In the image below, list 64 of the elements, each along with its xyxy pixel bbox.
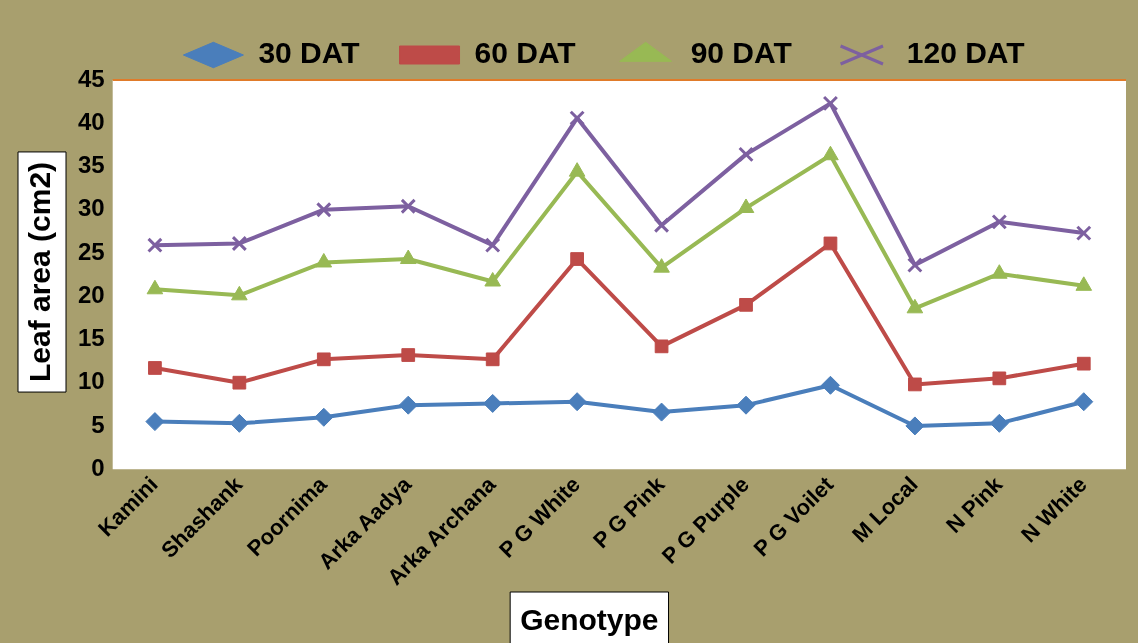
y-tick-label: 45 [77,64,105,92]
legend-label: 90 DAT [690,36,792,70]
point [315,201,332,218]
point [822,145,839,161]
point [484,272,501,287]
point [1075,276,1093,291]
point [569,110,585,126]
point [314,407,334,427]
x-axis-title: Genotype [520,603,659,637]
point [568,162,586,177]
point [399,249,417,265]
point [823,236,838,251]
point [398,395,418,415]
point [653,217,670,234]
legend-label: 120 DAT [906,36,1025,70]
y-tick-label: 5 [91,410,105,438]
point [739,297,753,312]
point [991,264,1008,279]
point [484,237,501,254]
point [570,252,584,266]
point [736,395,756,415]
y-tick-label: 40 [77,107,105,135]
y-tick-label: 10 [77,367,105,395]
point [1075,225,1092,241]
point [231,235,248,252]
y-tick-label: 20 [77,280,105,308]
point [147,237,163,254]
point [737,198,755,213]
point [905,416,925,436]
point [1076,356,1091,371]
point [992,371,1007,386]
point [231,285,248,301]
point [652,402,672,422]
point [1074,392,1094,412]
point [822,95,839,112]
point [820,375,840,395]
point [738,146,754,163]
point [146,279,164,295]
y-axis-title: Leaf area (cm2) [23,161,57,383]
y-tick-label: 25 [77,237,105,265]
point [567,392,587,412]
point [232,375,247,390]
point [400,198,417,215]
point [653,258,670,273]
point [145,412,165,432]
legend-label: 60 DAT [474,36,576,70]
point [989,413,1009,433]
point [148,361,162,375]
point [907,257,923,273]
y-tick-label: 15 [77,324,105,352]
point [401,348,416,362]
point [908,377,922,392]
y-tick-label: 35 [77,151,105,179]
point [485,352,500,367]
point [991,213,1008,230]
point [316,352,331,367]
point [483,393,503,413]
y-tick-label: 30 [77,194,105,222]
point [229,413,249,433]
point [654,339,669,354]
point [315,252,333,268]
point [906,298,924,314]
legend-label: 30 DAT [258,36,360,70]
y-tick-label: 0 [91,453,105,481]
